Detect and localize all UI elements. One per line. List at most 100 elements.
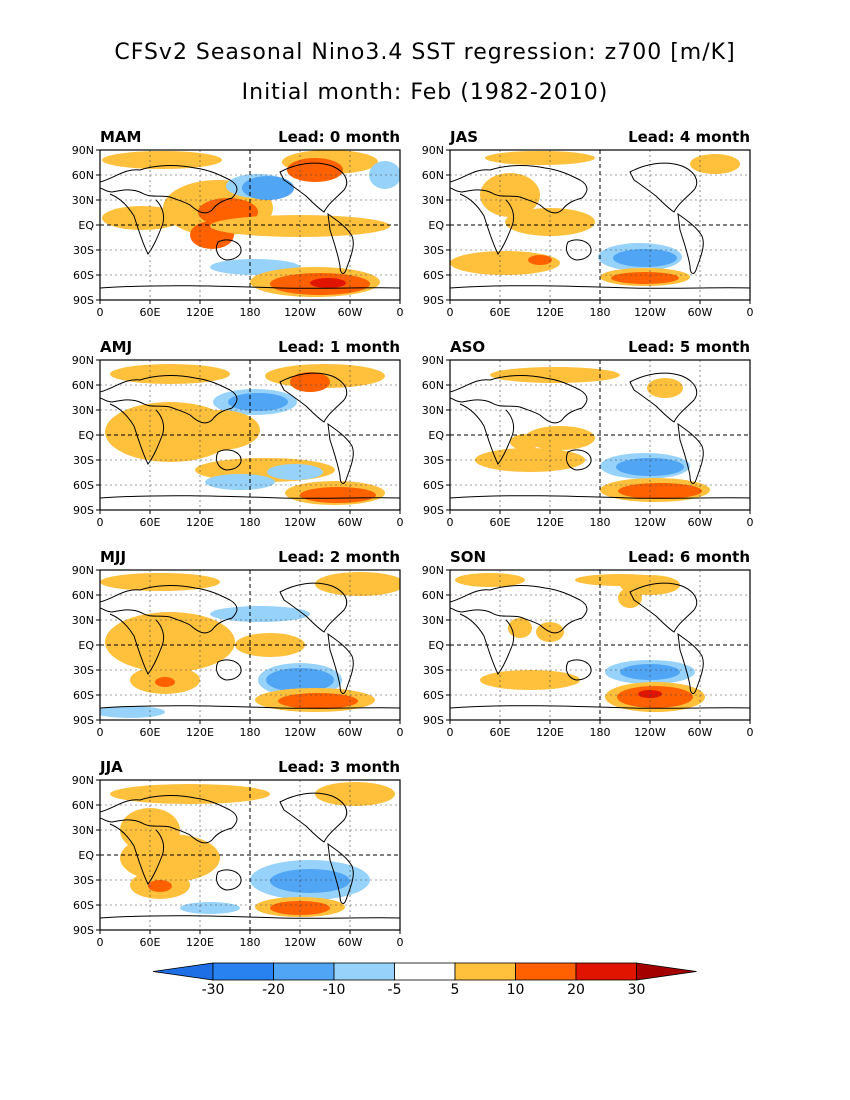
anomaly-field [102, 150, 400, 297]
anomaly-contour [480, 670, 580, 690]
lat-tick-label: 30N [72, 194, 94, 207]
coastline [279, 582, 348, 633]
lat-tick-label: 90N [72, 774, 94, 787]
lat-tick-label: 60S [73, 269, 94, 282]
anomaly-field [105, 364, 385, 505]
coastline [100, 915, 400, 919]
lon-tick-label: 0 [397, 726, 404, 739]
panel-season-label: ASO [450, 338, 485, 356]
coastline [109, 193, 165, 255]
lon-tick-label: 60E [140, 726, 161, 739]
lon-tick-label: 180 [240, 936, 261, 949]
anomaly-contour [528, 255, 552, 265]
panel-season-label: SON [450, 548, 486, 566]
coastlines [450, 582, 750, 709]
lat-tick-label: 90S [423, 504, 444, 517]
coastline [677, 632, 704, 694]
coastline [450, 165, 588, 214]
colorbar-arrow-right [636, 962, 697, 981]
coastline [215, 659, 242, 681]
anomaly-contour [100, 706, 165, 718]
coastline [100, 795, 238, 844]
lat-tick-label: EQ [78, 429, 94, 442]
lat-tick-label: EQ [428, 219, 444, 232]
coastline [450, 375, 588, 424]
coastlines [450, 162, 750, 289]
lon-tick-label: 0 [447, 726, 454, 739]
coastline [279, 372, 348, 423]
lat-tick-label: 30N [72, 614, 94, 627]
coastline [459, 613, 515, 675]
coastline [629, 372, 698, 423]
lon-tick-label: 0 [97, 936, 104, 949]
lon-tick-label: 60E [490, 516, 511, 529]
lon-tick-label: 60W [338, 516, 363, 529]
lat-tick-label: 60N [72, 589, 94, 602]
anomaly-contour [228, 393, 288, 411]
panel-season-label: JAS [449, 128, 478, 146]
graticule [100, 150, 400, 300]
coastline [100, 585, 238, 634]
lon-tick-label: 120E [536, 516, 564, 529]
lon-tick-label: 60W [338, 936, 363, 949]
lon-tick-label: 120E [186, 516, 214, 529]
coastline [327, 422, 354, 484]
coastlines [100, 162, 400, 289]
lon-tick-label: 0 [747, 516, 754, 529]
panel-season-label: MJJ [100, 548, 126, 566]
colorbar-arrow-left [152, 962, 214, 981]
coastline [459, 193, 515, 255]
coastline [450, 285, 750, 289]
lon-tick-label: 120W [284, 306, 316, 319]
lon-tick-label: 120W [284, 726, 316, 739]
lon-tick-label: 0 [97, 726, 104, 739]
lat-tick-label: EQ [428, 639, 444, 652]
lon-tick-label: 120E [186, 936, 214, 949]
colorbar-label: 30 [628, 982, 646, 998]
anomaly-contour [613, 249, 677, 267]
anomaly-contour [270, 901, 330, 915]
colorbar-segment [575, 962, 637, 981]
lon-tick-label: 60W [338, 306, 363, 319]
colorbar-label: -10 [323, 982, 346, 998]
lat-tick-label: 90S [73, 714, 94, 727]
lat-tick-label: 60S [423, 269, 444, 282]
anomaly-contour [270, 869, 350, 893]
lon-tick-label: 120W [634, 726, 666, 739]
panel-lead-label: Lead: 3 month [278, 758, 400, 776]
coastline [450, 585, 588, 634]
lat-tick-label: 90N [422, 564, 444, 577]
coastlines [100, 582, 400, 709]
anomaly-contour [180, 410, 260, 450]
lat-tick-label: 60N [422, 589, 444, 602]
lon-tick-label: 180 [590, 516, 611, 529]
lon-tick-label: 60E [490, 726, 511, 739]
panel-season-label: AMJ [100, 338, 132, 356]
lon-tick-label: 120E [536, 726, 564, 739]
colorbar-label: 5 [451, 982, 460, 998]
lat-tick-label: 90N [422, 144, 444, 157]
lon-tick-label: 0 [747, 726, 754, 739]
panel-lead-label: Lead: 1 month [278, 338, 400, 356]
lon-tick-label: 0 [447, 306, 454, 319]
anomaly-contour [510, 434, 540, 450]
anomaly-contour [180, 902, 240, 914]
lon-tick-label: 60E [140, 516, 161, 529]
lon-tick-label: 0 [97, 516, 104, 529]
figure-subtitle: Initial month: Feb (1982-2010) [241, 80, 609, 105]
coastline [450, 705, 750, 709]
lat-tick-label: 30S [73, 874, 94, 887]
coastline [459, 403, 515, 465]
lon-tick-label: 0 [97, 306, 104, 319]
lat-tick-label: 30N [422, 614, 444, 627]
coastline [100, 495, 400, 499]
anomaly-contour [102, 206, 182, 230]
coastlines [450, 372, 750, 499]
coastline [450, 495, 750, 499]
anomaly-contour [508, 618, 532, 638]
lat-tick-label: 90N [422, 354, 444, 367]
lat-tick-label: 60S [73, 479, 94, 492]
